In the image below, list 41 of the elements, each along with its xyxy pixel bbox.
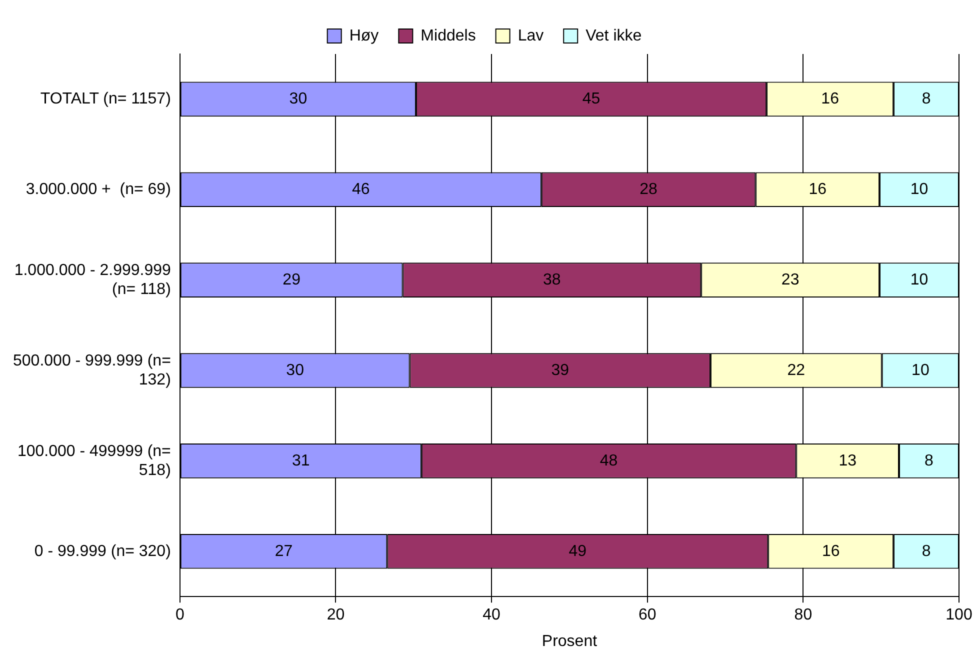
data-label: 46 [352,181,370,198]
legend-label: Høy [349,27,379,44]
x-tick-label: 0 [175,606,184,624]
y-tick-label: 100.000 - 499999 (n= 518) [17,442,171,479]
y-tick-label: TOTALT (n= 1157) [40,90,171,108]
data-label: 8 [924,452,934,470]
data-label: 28 [640,181,658,198]
data-label: 10 [910,271,928,288]
data-label: 8 [922,542,931,560]
data-label: 16 [821,90,840,108]
data-label: 10 [912,362,930,379]
data-label: 49 [568,542,587,560]
data-label: 23 [781,271,800,288]
data-label: 45 [582,90,600,108]
y-tick-label: 3.000.000 + (n= 69) [26,181,171,198]
x-tick-label: 20 [326,606,345,624]
legend-label: Vet ikke [586,27,642,44]
data-label: 16 [822,542,840,560]
data-label: 10 [910,181,928,198]
data-label: 38 [543,271,561,288]
data-label: 8 [922,90,931,108]
data-label: 27 [274,542,293,560]
data-label: 16 [808,181,827,198]
y-tick-label: 1.000.000 - 2.999.999 (n= 118) [14,262,172,298]
data-label: 39 [551,362,570,379]
y-tick-label: 0 - 99.999 (n= 320) [34,542,171,560]
y-tick-label: 500.000 - 999.999 (n= 132) [13,352,171,389]
data-label: 30 [289,90,308,108]
data-label: 13 [838,452,857,470]
legend-label: Middels [420,27,476,44]
x-tick-label: 100 [946,606,972,624]
data-label: 48 [600,452,618,470]
data-label: 31 [292,452,310,470]
x-axis-title: Prosent [542,632,598,650]
x-tick-label: 80 [794,606,812,624]
x-tick-label: 40 [482,606,501,624]
x-tick-label: 60 [638,606,656,624]
legend-label: Lav [518,27,544,44]
data-label: 30 [286,362,304,379]
data-label: 29 [282,271,301,288]
data-label: 22 [787,362,806,379]
